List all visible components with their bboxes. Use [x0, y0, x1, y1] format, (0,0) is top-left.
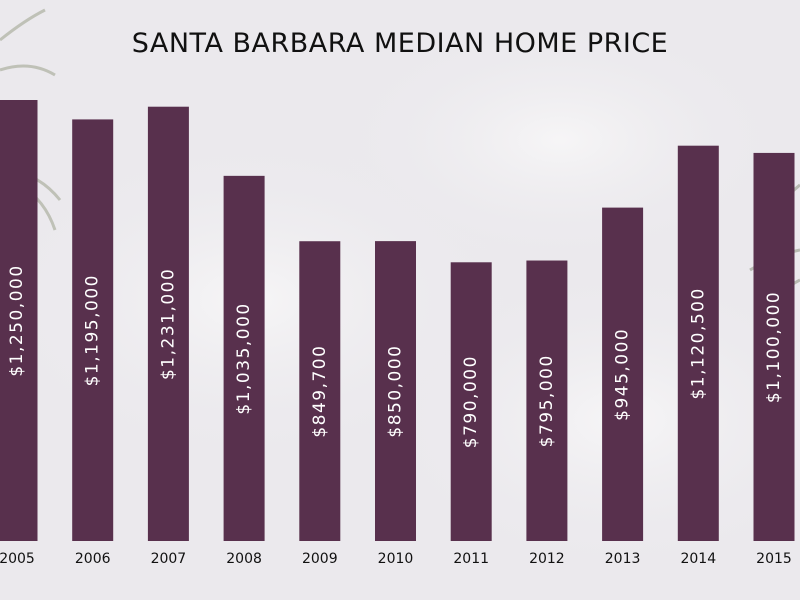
- bar-value-label-2012: $795,000: [537, 354, 557, 447]
- x-axis-tick-labels: 2005 2006 2007 2008 2009 2010 2011 2012 2013 2014…: [0, 551, 792, 567]
- bars: [0, 100, 795, 542]
- x-tick-2012: 2012: [529, 551, 565, 567]
- bar-value-label-2009: $849,700: [310, 345, 330, 438]
- bar-2010: [375, 241, 416, 541]
- bar-value-label-2007: $1,231,000: [158, 268, 178, 380]
- bar-value-label-2005: $1,250,000: [7, 264, 27, 376]
- bar-2008: [223, 175, 265, 542]
- x-tick-2011: 2011: [453, 551, 489, 567]
- bar-value-label-2015: $1,100,000: [764, 291, 784, 403]
- x-tick-2009: 2009: [302, 551, 338, 567]
- x-tick-2010: 2010: [378, 551, 414, 567]
- x-tick-2007: 2007: [151, 551, 187, 567]
- x-tick-2005: 2005: [0, 551, 35, 567]
- x-tick-2015: 2015: [756, 551, 792, 567]
- bar-2012: [526, 260, 568, 541]
- bar-value-label-2011: $790,000: [461, 355, 481, 448]
- x-tick-2014: 2014: [680, 551, 716, 567]
- bar-2007: [147, 106, 189, 542]
- bar-2014: [677, 145, 719, 541]
- bar-value-label-2006: $1,195,000: [83, 274, 103, 386]
- bar-value-label-2010: $850,000: [386, 344, 406, 437]
- chart-title: SANTA BARBARA MEDIAN HOME PRICE: [131, 28, 669, 59]
- bar-2005: [0, 100, 38, 541]
- bar-2013: [602, 207, 644, 541]
- x-tick-2008: 2008: [226, 551, 262, 567]
- bar-2015: [753, 152, 795, 542]
- bar-2011: [450, 262, 492, 541]
- bar-2006: [72, 119, 114, 542]
- bar-value-labels: $1,250,000 $1,195,000 $1,231,000 $1,035,000…: [7, 264, 784, 448]
- x-tick-2006: 2006: [75, 551, 111, 567]
- bar-2009: [299, 241, 341, 542]
- x-tick-2013: 2013: [605, 551, 641, 567]
- bar-value-label-2008: $1,035,000: [234, 302, 254, 414]
- bar-value-label-2014: $1,120,500: [688, 287, 708, 399]
- bar-value-label-2013: $945,000: [613, 328, 633, 421]
